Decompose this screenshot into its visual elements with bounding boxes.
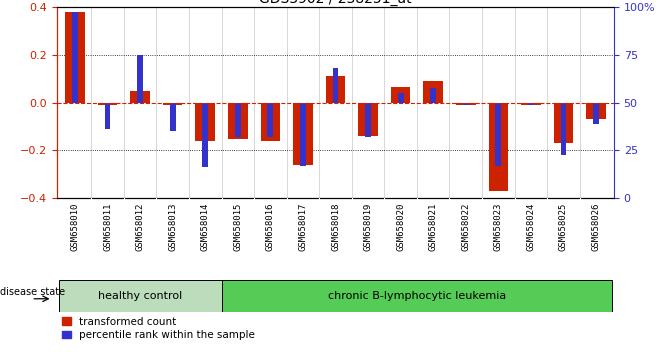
- Title: GDS3902 / 238251_at: GDS3902 / 238251_at: [259, 0, 412, 6]
- Bar: [221, 280, 613, 312]
- Bar: [105, 103, 111, 129]
- Bar: [521, 103, 541, 105]
- Bar: [586, 103, 606, 119]
- Bar: [195, 103, 215, 141]
- Bar: [202, 103, 208, 167]
- Bar: [293, 103, 313, 165]
- Text: healthy control: healthy control: [98, 291, 183, 301]
- Text: chronic B-lymphocytic leukemia: chronic B-lymphocytic leukemia: [328, 291, 506, 301]
- Bar: [300, 103, 306, 166]
- Text: GSM658024: GSM658024: [527, 202, 535, 251]
- Text: GSM658016: GSM658016: [266, 202, 275, 251]
- Text: GSM658019: GSM658019: [364, 202, 372, 251]
- Legend: transformed count, percentile rank within the sample: transformed count, percentile rank withi…: [62, 317, 255, 340]
- Text: GSM658014: GSM658014: [201, 202, 210, 251]
- Bar: [488, 103, 508, 191]
- Text: GSM658025: GSM658025: [559, 202, 568, 251]
- Bar: [430, 88, 436, 103]
- Bar: [423, 81, 443, 103]
- Bar: [358, 103, 378, 136]
- Bar: [130, 91, 150, 103]
- Text: GSM658011: GSM658011: [103, 202, 112, 251]
- Bar: [163, 103, 183, 105]
- Bar: [560, 103, 566, 155]
- Text: GSM658018: GSM658018: [331, 202, 340, 251]
- Bar: [593, 103, 599, 124]
- Bar: [72, 12, 78, 103]
- Bar: [260, 103, 280, 141]
- Text: GSM658023: GSM658023: [494, 202, 503, 251]
- Bar: [391, 87, 411, 103]
- Bar: [528, 103, 534, 105]
- Bar: [333, 68, 338, 103]
- Bar: [98, 103, 117, 105]
- Bar: [137, 55, 143, 103]
- Bar: [65, 12, 85, 103]
- Bar: [463, 103, 469, 105]
- Text: GSM658010: GSM658010: [70, 202, 79, 251]
- Text: disease state: disease state: [0, 287, 65, 297]
- Text: GSM658013: GSM658013: [168, 202, 177, 251]
- Bar: [554, 103, 573, 143]
- Text: GSM658017: GSM658017: [299, 202, 307, 251]
- Text: GSM658022: GSM658022: [461, 202, 470, 251]
- Bar: [398, 93, 403, 103]
- Bar: [170, 103, 176, 131]
- Bar: [268, 103, 273, 137]
- Bar: [228, 103, 248, 138]
- Text: GSM658012: GSM658012: [136, 202, 144, 251]
- Bar: [495, 103, 501, 166]
- Text: GSM658015: GSM658015: [234, 202, 242, 251]
- Bar: [325, 76, 346, 103]
- Bar: [58, 280, 221, 312]
- Bar: [365, 103, 371, 137]
- Bar: [235, 103, 241, 137]
- Text: GSM658021: GSM658021: [429, 202, 437, 251]
- Text: GSM658026: GSM658026: [592, 202, 601, 251]
- Bar: [456, 103, 476, 105]
- Text: GSM658020: GSM658020: [396, 202, 405, 251]
